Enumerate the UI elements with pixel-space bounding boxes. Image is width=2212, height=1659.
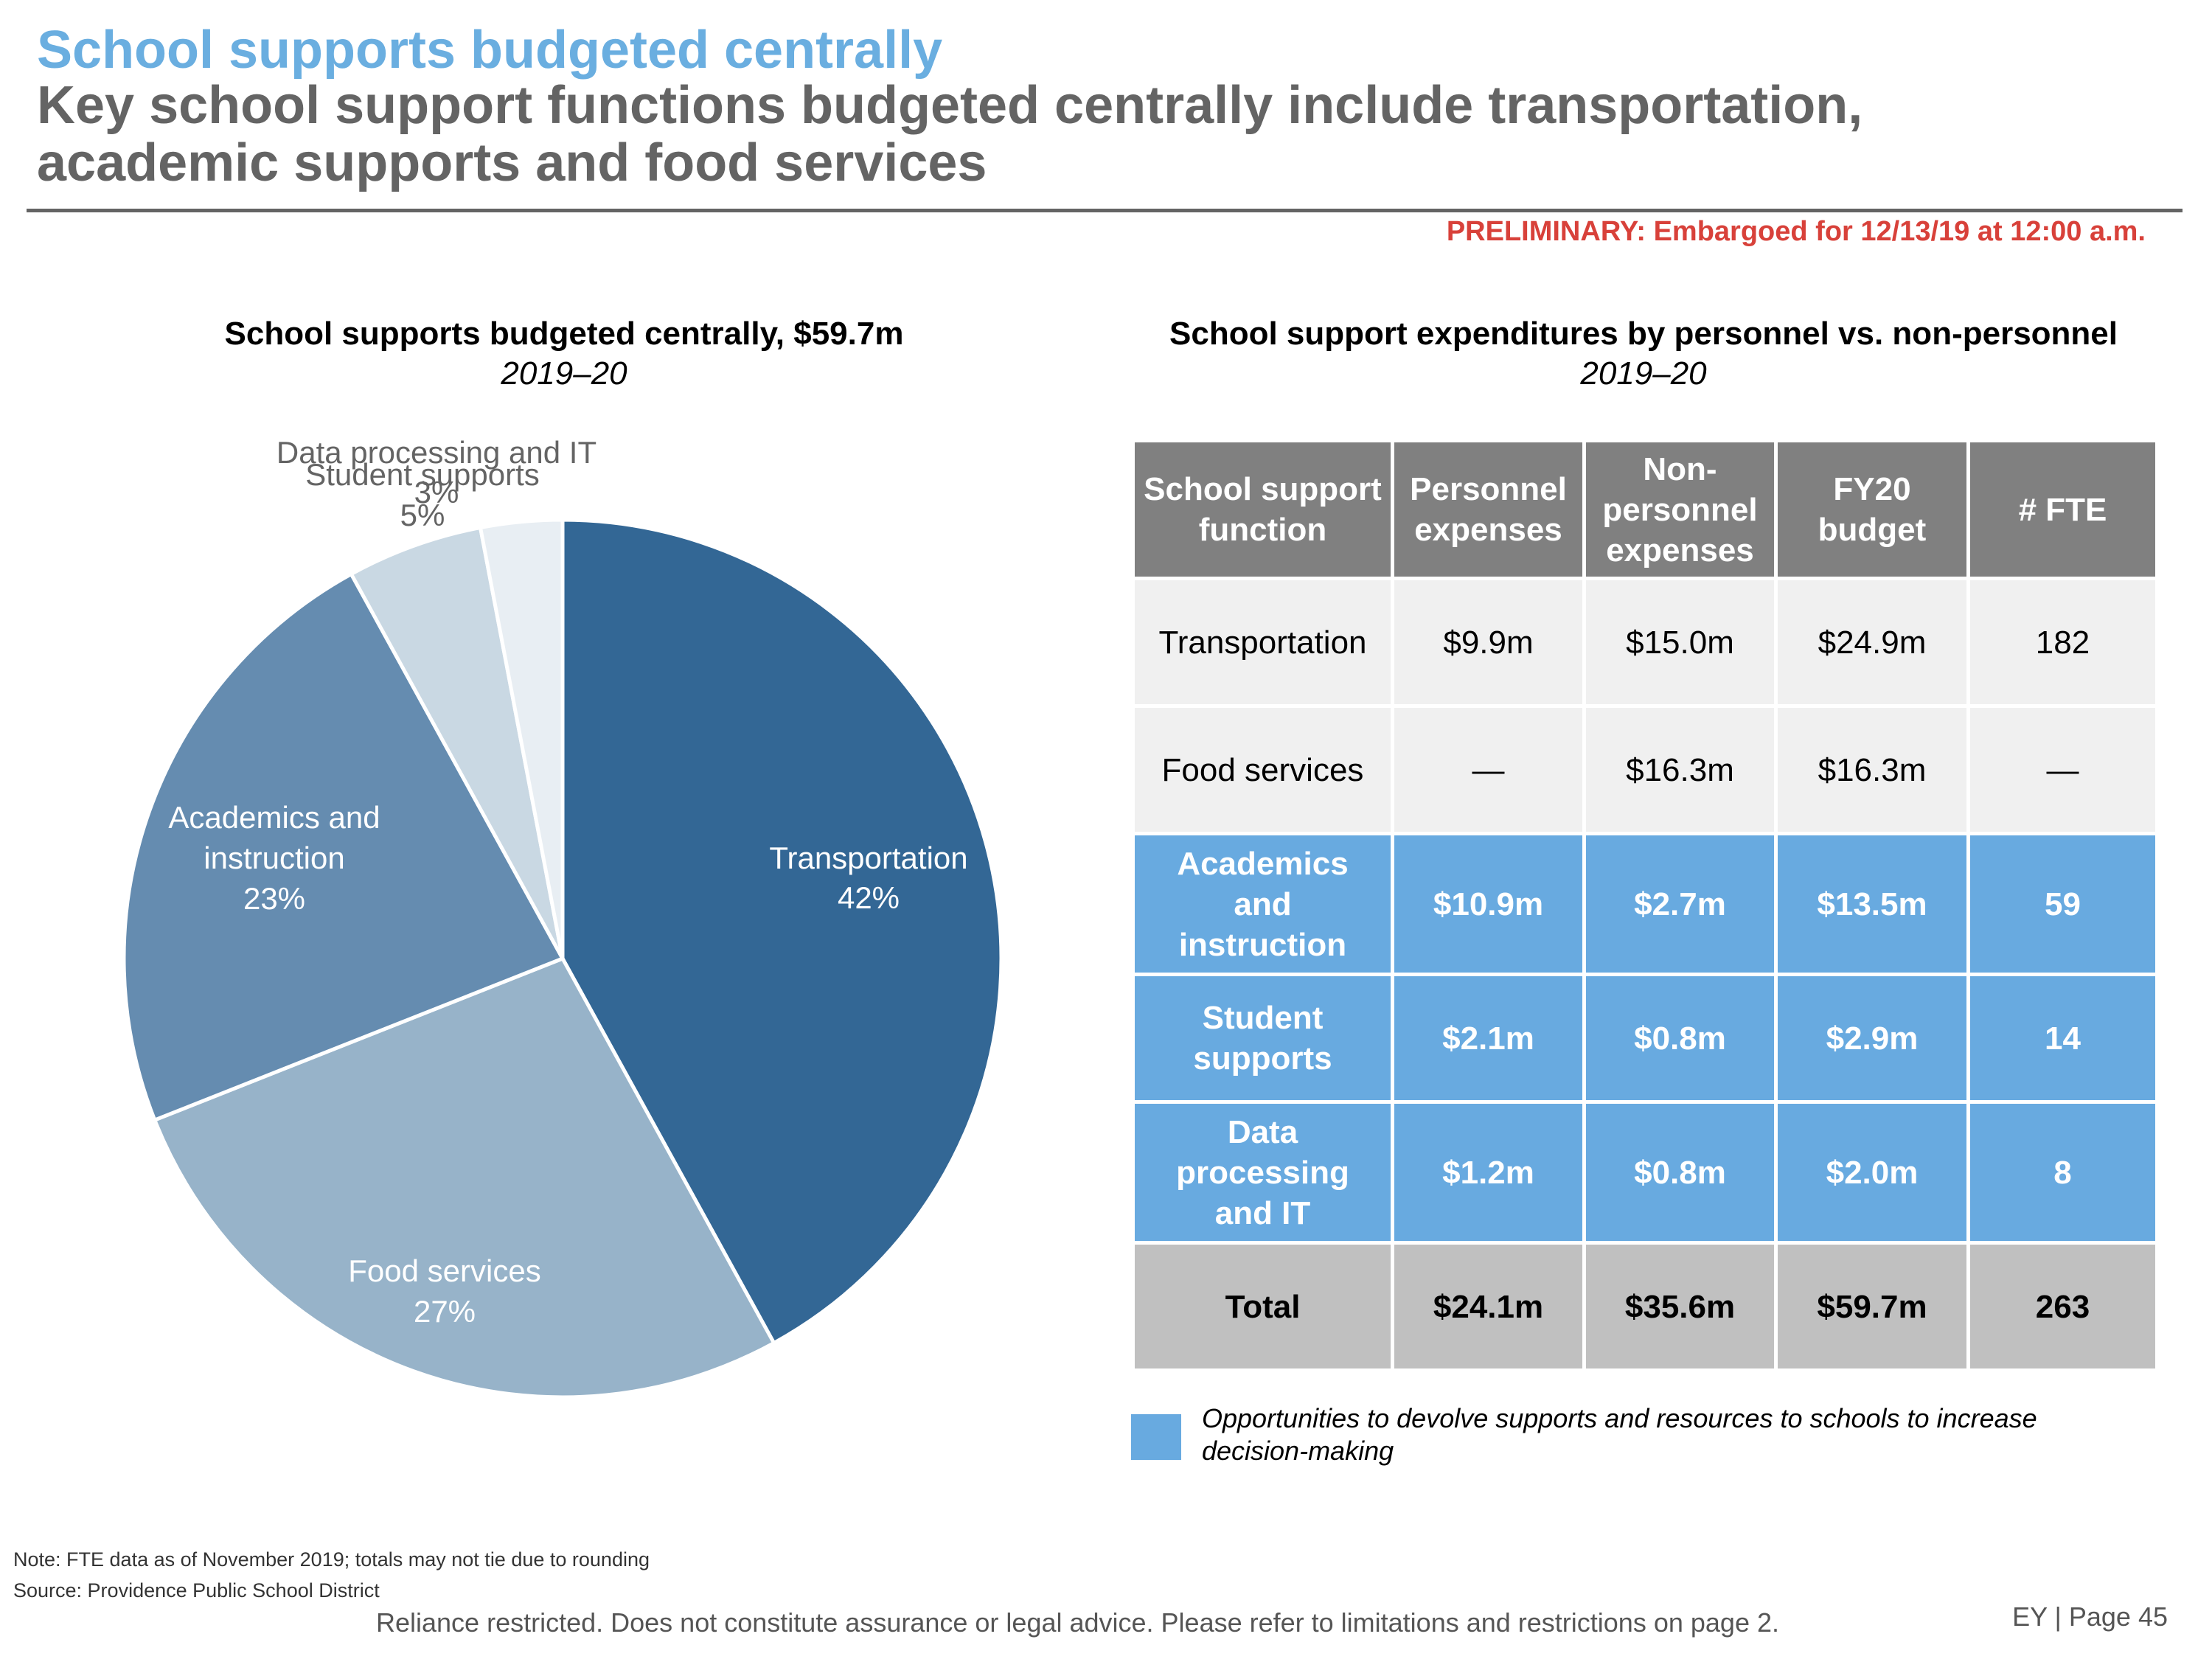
pie-label-transportation: Transportation [769,841,967,875]
table-row: Transportation $9.9m $15.0m $24.9m 182 [1131,577,2159,708]
table-cell: $2.1m [1391,973,1586,1104]
pie-label-academics-line2: instruction [204,841,344,875]
pie-value-student-supports: 5% [400,498,445,532]
table-cell: $10.9m [1391,832,1586,976]
table-cell: $0.8m [1582,1100,1778,1245]
header-divider [27,209,2183,212]
column-header: School support function [1131,439,1394,580]
pie-slice-academics-and-instruction [122,571,566,1123]
total-cell: $59.7m [1774,1241,1970,1372]
pie-slice-transportation [560,518,1004,1346]
table-cell: $15.0m [1582,577,1778,708]
table-cell: 8 [1966,1100,2159,1245]
pie-slice-food-services [152,956,777,1399]
page-subtitle: Key school support functions budgeted ce… [37,76,1863,192]
table-header-row: School support function Personnel expens… [1131,439,2159,580]
table-cell: $24.9m [1774,577,1970,708]
table-cell: — [1391,704,1586,835]
table-title: School support expenditures by personnel… [1169,316,2118,352]
table-cell: $2.7m [1582,832,1778,976]
expenditure-table: School support function Personnel expens… [1131,439,2159,1372]
preliminary-notice: PRELIMINARY: Embargoed for 12/13/19 at 1… [1446,216,2146,247]
page-title: School supports budgeted centrally [37,21,943,80]
table-cell: $2.0m [1774,1100,1970,1245]
pie-label-food-services: Food services [348,1253,540,1288]
table-cell: $2.9m [1774,973,1970,1104]
pie-value-food-services: 27% [414,1294,476,1329]
table-cell: $13.5m [1774,832,1970,976]
table-cell: $16.3m [1774,704,1970,835]
row-label: Food services [1131,704,1394,835]
column-header: # FTE [1966,439,2159,580]
pie-label-student-supports: Student supports [305,457,540,492]
column-header: FY20 budget [1774,439,1970,580]
pie-chart-subtitle: 2019–20 [501,355,627,392]
row-label: Student supports [1131,973,1394,1104]
table-cell: $16.3m [1582,704,1778,835]
row-label: Data processing and IT [1131,1100,1394,1245]
pie-value-data-processing: 3% [414,475,459,509]
pie-chart-title: School supports budgeted centrally, $59.… [224,316,904,352]
row-label: Transportation [1131,577,1394,708]
source-note: Source: Providence Public School Distric… [13,1579,380,1601]
footnote: Note: FTE data as of November 2019; tota… [13,1548,650,1571]
row-label: Academics and instruction [1131,832,1394,976]
total-label: Total [1131,1241,1394,1372]
pie-label-academics: Academics and [168,800,380,835]
total-cell: $24.1m [1391,1241,1586,1372]
pie-slice-data-processing-and-it [478,518,565,959]
column-header: Personnel expenses [1391,439,1586,580]
table-cell: 14 [1966,973,2159,1104]
table-cell: 59 [1966,832,2159,976]
table-row: Student supports $2.1m $0.8m $2.9m 14 [1131,973,2159,1104]
legend-swatch [1131,1414,1181,1460]
table-cell: $0.8m [1582,973,1778,1104]
table-cell: 182 [1966,577,2159,708]
page-number: EY | Page 45 [2012,1601,2168,1632]
pie-value-academics: 23% [243,881,305,916]
disclaimer: Reliance restricted. Does not constitute… [376,1607,1779,1638]
total-cell: 263 [1966,1241,2159,1372]
table-row: Data processing and IT $1.2m $0.8m $2.0m 8 [1131,1100,2159,1245]
total-cell: $35.6m [1582,1241,1778,1372]
pie-value-transportation: 42% [838,880,900,915]
pie-slice-student-supports [348,525,565,960]
table-subtitle: 2019–20 [1580,355,1707,392]
table-row: Food services — $16.3m $16.3m — [1131,704,2159,835]
table-cell: $9.9m [1391,577,1586,708]
table-cell: — [1966,704,2159,835]
table-row: Academics and instruction $10.9m $2.7m $13.… [1131,832,2159,976]
legend-text: Opportunities to devolve supports and re… [1202,1403,2037,1466]
pie-label-data-processing: Data processing and IT [276,435,597,470]
table-cell: $1.2m [1391,1100,1586,1245]
table-total-row: Total $24.1m $35.6m $59.7m 263 [1131,1241,2159,1372]
column-header: Non-personnel expenses [1582,439,1778,580]
